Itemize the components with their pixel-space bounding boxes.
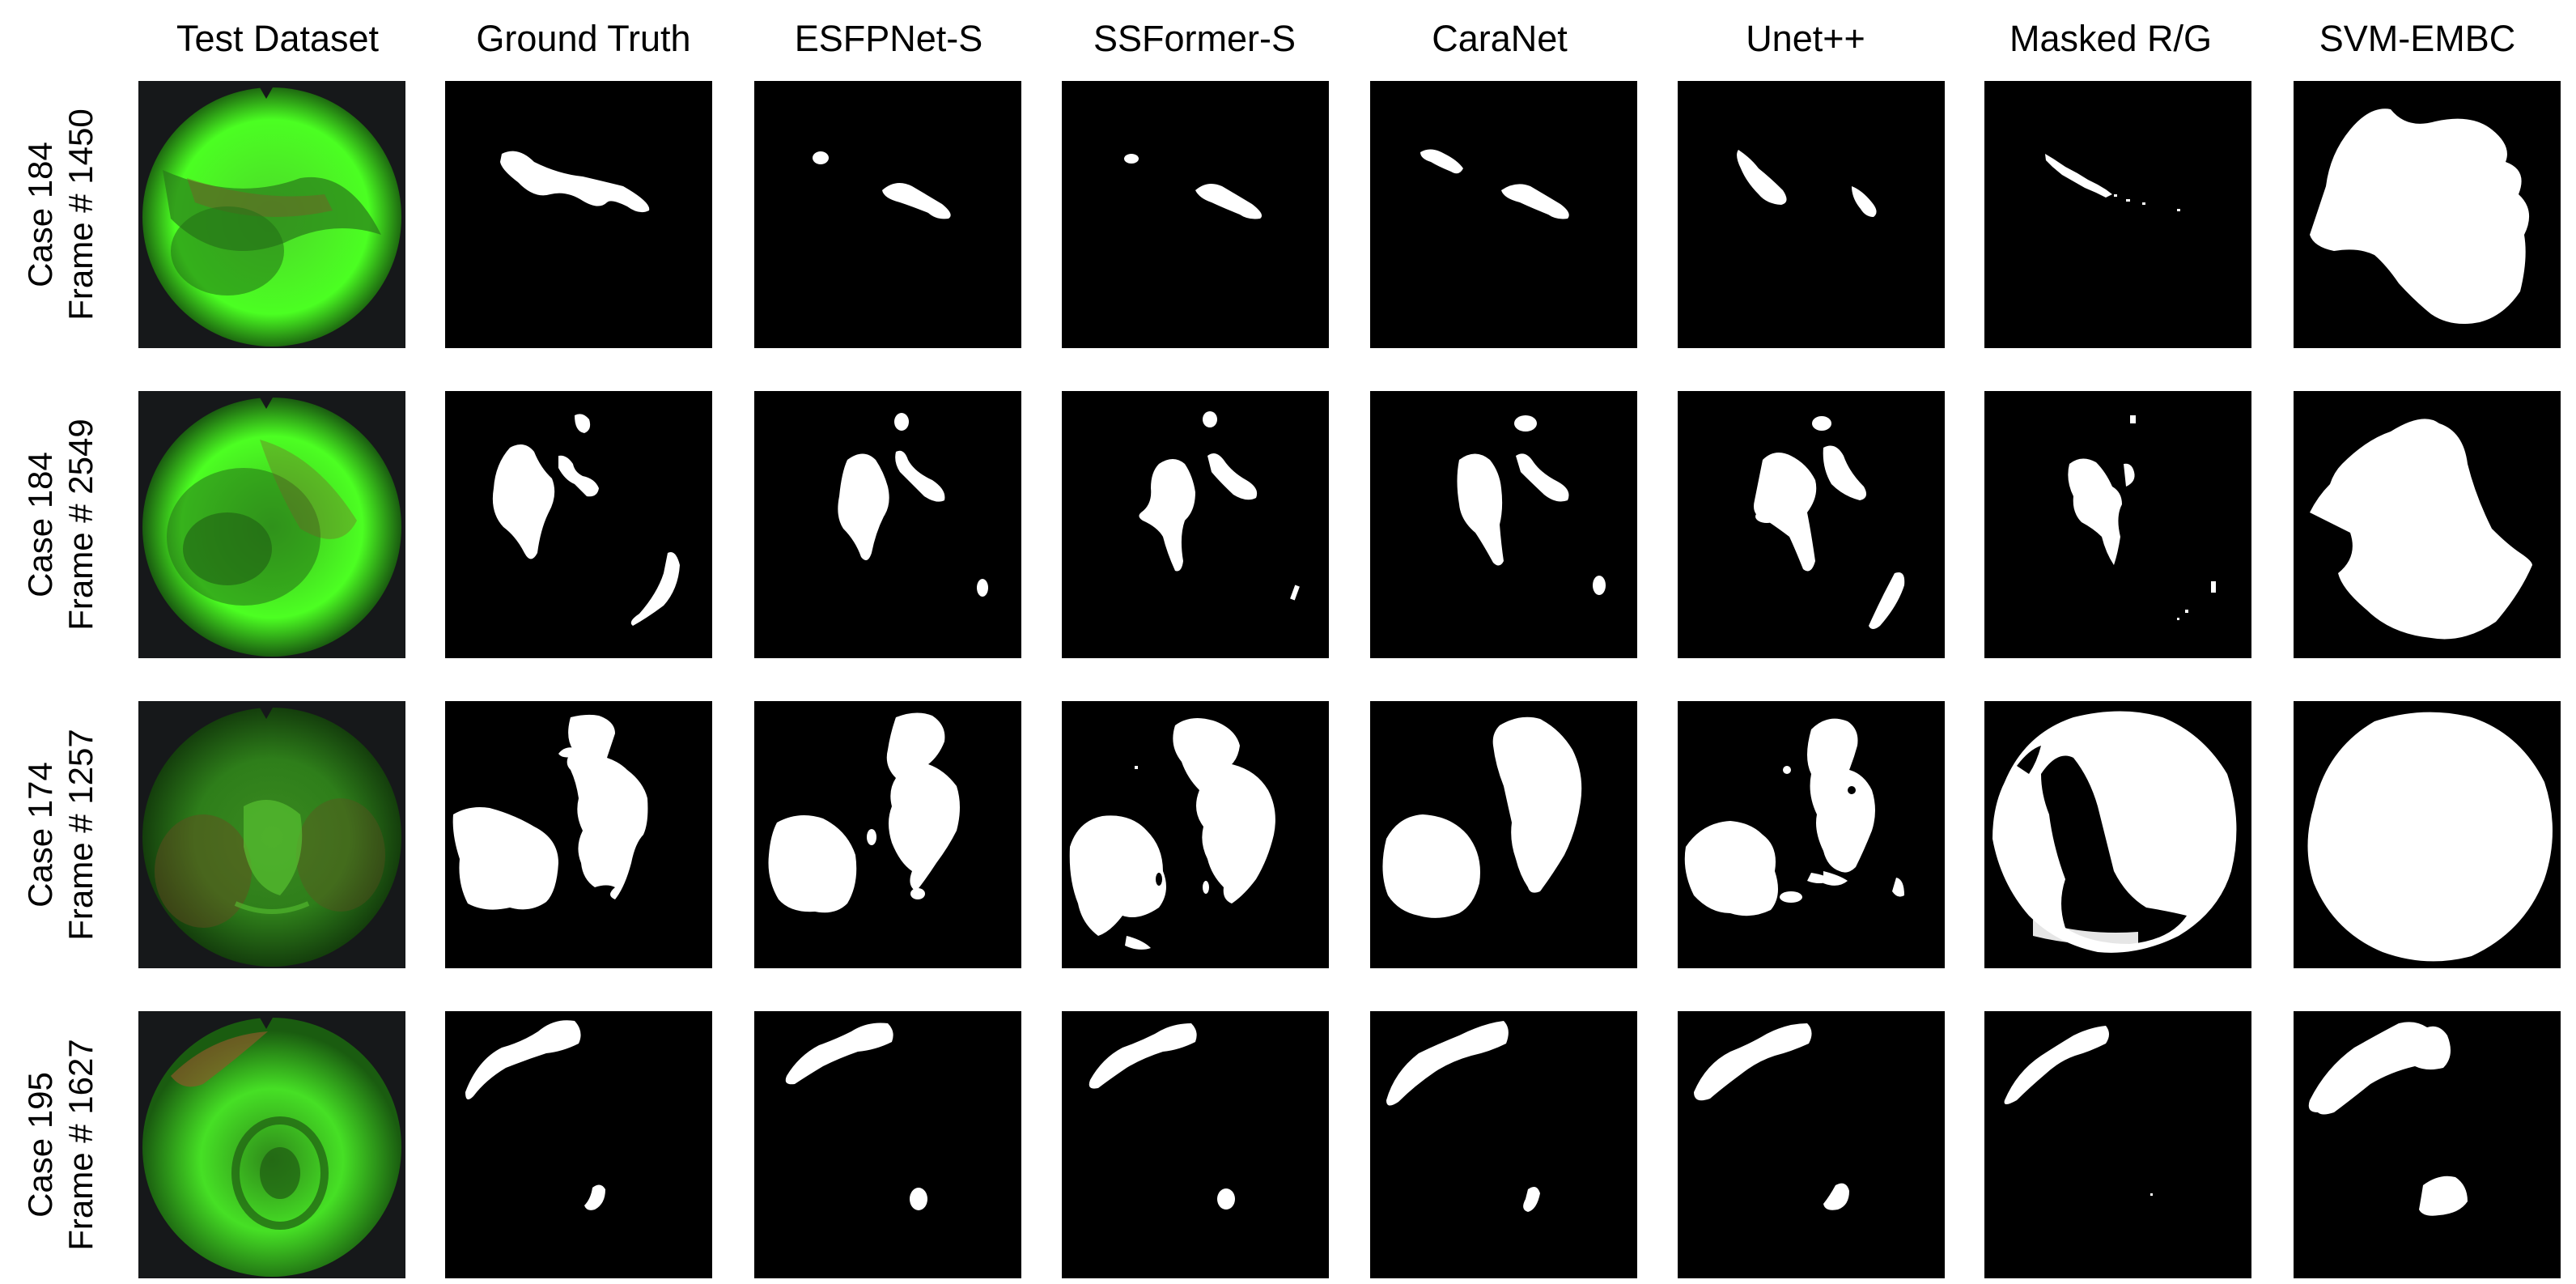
column-title-unet-plus-plus: Unet++ [1746, 18, 1865, 59]
segmentation-mask [445, 1011, 712, 1278]
segmentation-mask [1984, 81, 2251, 348]
column-title-masked-rg: Masked R/G [2009, 18, 2213, 59]
segmentation-mask [445, 391, 712, 658]
segmentation-mask [754, 81, 1021, 348]
endoscopy-image [138, 81, 405, 348]
segmentation-mask [2294, 1011, 2561, 1278]
segmentation-mask [1370, 1011, 1637, 1278]
segmentation-mask [2294, 81, 2561, 348]
segmentation-mask [1062, 81, 1329, 348]
segmentation-mask [754, 391, 1021, 658]
segmentation-mask [1984, 701, 2251, 968]
endoscopy-image-graphic [142, 87, 401, 347]
row-frame-label: Frame # 1257 [62, 729, 100, 941]
segmentation-mask [2294, 391, 2561, 658]
endoscopy-image-graphic [142, 1018, 401, 1277]
row-case-label: Case 195 [21, 1072, 59, 1218]
segmentation-mask [1678, 701, 1945, 968]
row-case-label: Case 184 [21, 452, 59, 597]
endoscopy-image-graphic [142, 398, 401, 657]
segmentation-mask [445, 701, 712, 968]
endoscopy-image-graphic [142, 708, 401, 967]
segmentation-mask [754, 701, 1021, 968]
row-frame-label: Frame # 1627 [62, 1039, 100, 1251]
segmentation-mask [1678, 391, 1945, 658]
segmentation-mask [1062, 1011, 1329, 1278]
segmentation-mask [1984, 391, 2251, 658]
segmentation-mask [1370, 701, 1637, 968]
column-title-ground-truth: Ground Truth [476, 18, 691, 59]
segmentation-mask [1370, 391, 1637, 658]
endoscopy-image [138, 391, 405, 658]
column-title-svm-embc: SVM-EMBC [2319, 18, 2516, 59]
row-frame-label: Frame # 1450 [62, 108, 100, 321]
segmentation-mask [1062, 391, 1329, 658]
segmentation-mask [754, 1011, 1021, 1278]
segmentation-mask [445, 81, 712, 348]
segmentation-mask [1678, 1011, 1945, 1278]
row-case-label: Case 174 [21, 762, 59, 908]
segmentation-mask [1062, 701, 1329, 968]
endoscopy-image [138, 1011, 405, 1278]
segmentation-mask [1370, 81, 1637, 348]
row-label-1: Case 184 Frame # 1450 [12, 81, 109, 348]
row-label-3: Case 174 Frame # 1257 [12, 701, 109, 968]
column-title-ssformer-s: SSFormer-S [1093, 18, 1296, 59]
row-label-2: Case 184 Frame # 2549 [12, 391, 109, 658]
row-frame-label: Frame # 2549 [62, 419, 100, 631]
segmentation-mask [1984, 1011, 2251, 1278]
row-case-label: Case 184 [21, 142, 59, 287]
column-title-caranet: CaraNet [1432, 18, 1568, 59]
column-title-esfpnet-s: ESFPNet-S [794, 18, 983, 59]
endoscopy-image [138, 701, 405, 968]
column-title-test-dataset: Test Dataset [176, 18, 380, 59]
segmentation-mask [1678, 81, 1945, 348]
segmentation-mask [2294, 701, 2561, 968]
row-label-4: Case 195 Frame # 1627 [12, 1011, 109, 1278]
